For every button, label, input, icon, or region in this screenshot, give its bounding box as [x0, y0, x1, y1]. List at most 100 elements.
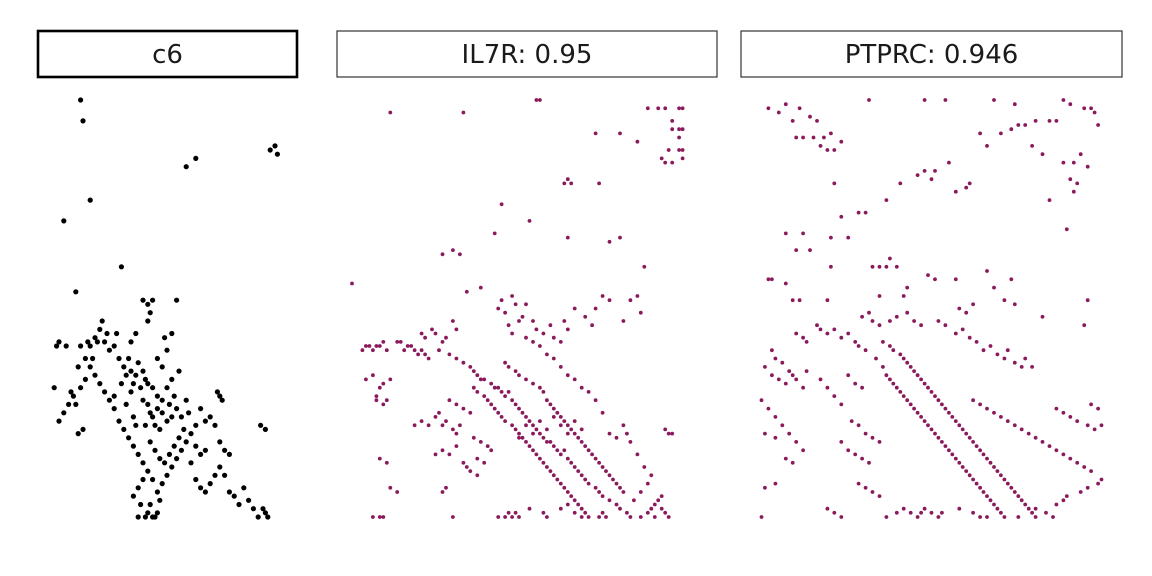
data-point: [922, 169, 927, 173]
data-point: [649, 506, 654, 511]
data-point: [524, 377, 528, 382]
data-point: [538, 431, 542, 436]
points-ptprc: [759, 98, 1104, 519]
data-point: [364, 377, 368, 382]
data-point: [985, 144, 989, 148]
data-point: [621, 319, 626, 323]
data-point: [898, 181, 903, 186]
data-point: [964, 431, 969, 436]
data-point: [133, 372, 139, 378]
data-point: [569, 460, 574, 465]
data-point: [416, 352, 420, 357]
data-point: [790, 373, 795, 378]
data-point: [102, 389, 108, 395]
data-point: [936, 515, 941, 519]
data-point: [905, 398, 910, 403]
data-point: [562, 448, 567, 453]
data-point: [992, 502, 996, 507]
data-point: [863, 210, 868, 215]
data-point: [371, 373, 375, 378]
data-point: [82, 376, 88, 382]
data-point: [953, 189, 958, 194]
data-point: [853, 381, 858, 386]
data-point: [926, 423, 930, 428]
data-point: [1040, 314, 1045, 319]
data-point: [478, 285, 483, 290]
data-point: [531, 448, 535, 453]
data-point: [150, 297, 156, 303]
data-point: [121, 364, 127, 370]
data-point: [929, 177, 934, 182]
data-point: [374, 344, 379, 348]
data-point: [1002, 298, 1007, 303]
data-point: [586, 515, 591, 519]
data-point: [475, 390, 480, 394]
data-point: [123, 401, 129, 407]
data-point: [157, 426, 163, 432]
data-point: [555, 410, 560, 415]
data-point: [367, 344, 372, 348]
data-point: [534, 327, 539, 332]
data-point: [905, 360, 910, 365]
data-point: [999, 415, 1003, 419]
data-point: [943, 98, 948, 102]
data-point: [217, 393, 223, 399]
data-point: [1051, 515, 1055, 519]
data-point: [770, 373, 774, 378]
data-point: [527, 506, 532, 511]
data-point: [145, 318, 151, 324]
data-point: [905, 310, 910, 315]
data-point: [867, 98, 871, 102]
data-point: [147, 410, 153, 416]
data-point: [839, 214, 844, 219]
data-point: [974, 481, 979, 486]
data-point: [846, 373, 851, 378]
data-point: [604, 469, 608, 473]
data-point: [1085, 164, 1090, 169]
data-point: [159, 410, 165, 416]
data-point: [1026, 506, 1031, 511]
data-point: [964, 469, 969, 473]
data-point: [1054, 119, 1059, 123]
data-point: [440, 423, 445, 428]
data-point: [766, 106, 771, 111]
data-point: [551, 356, 556, 361]
data-point: [1016, 494, 1021, 498]
data-point: [527, 419, 532, 423]
data-point: [135, 451, 141, 457]
data-point: [1068, 177, 1073, 182]
data-point: [929, 510, 934, 515]
data-point: [981, 452, 986, 457]
data-point: [822, 135, 826, 140]
data-point: [1075, 419, 1080, 423]
data-point: [815, 323, 819, 328]
data-point: [471, 385, 476, 390]
data-point: [73, 289, 79, 295]
data-point: [558, 415, 563, 419]
data-point: [884, 515, 889, 519]
data-point: [374, 394, 379, 398]
data-point: [884, 264, 889, 269]
data-point: [912, 319, 916, 323]
data-point: [541, 390, 546, 394]
data-point: [964, 185, 969, 190]
data-point: [90, 355, 96, 362]
data-point: [783, 102, 788, 107]
data-point: [527, 219, 532, 223]
data-point: [780, 360, 785, 365]
data-point: [1064, 227, 1069, 232]
data-point: [1033, 119, 1038, 123]
data-point: [478, 377, 483, 382]
data-point: [863, 431, 868, 436]
data-point: [384, 398, 389, 403]
points-c6: [51, 97, 280, 520]
data-point: [825, 506, 830, 511]
data-point: [1009, 127, 1014, 132]
data-point: [794, 377, 799, 382]
data-point: [147, 439, 153, 445]
data-point: [908, 510, 913, 515]
data-point: [419, 419, 424, 423]
data-point: [78, 343, 84, 349]
data-point: [87, 364, 93, 370]
data-point: [447, 452, 452, 457]
